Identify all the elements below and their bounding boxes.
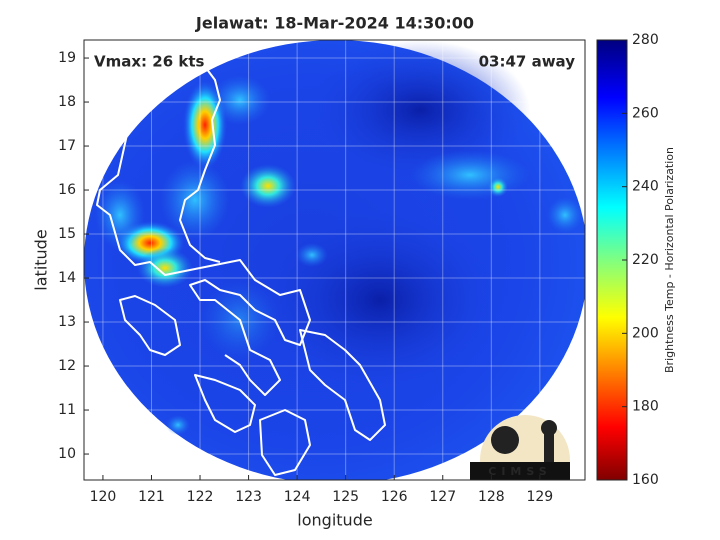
x-tick-label: 120: [90, 489, 117, 505]
y-tick-label: 11: [58, 402, 76, 418]
satellite-image: [84, 40, 585, 480]
x-axis-label: longitude: [297, 511, 372, 530]
y-tick-label: 13: [58, 314, 76, 330]
x-tick-label: 122: [187, 489, 214, 505]
colorbar-tick-label: 180: [632, 399, 659, 415]
y-tick-label: 19: [58, 50, 76, 66]
colorbar-tick-label: 240: [632, 179, 659, 195]
y-tick-label: 18: [58, 94, 76, 110]
annotation: Vmax: 26 kts: [94, 53, 204, 71]
colorbar-tick-label: 160: [632, 472, 659, 488]
x-tick-label: 123: [235, 489, 262, 505]
colorbar-tick-label: 280: [632, 32, 659, 48]
colorbar-tick-label: 200: [632, 325, 659, 341]
y-tick-label: 16: [58, 182, 76, 198]
logo: CIMSS: [470, 415, 570, 480]
logo-text: CIMSS: [488, 465, 551, 478]
x-tick-label: 129: [526, 489, 553, 505]
y-tick-label: 14: [58, 270, 76, 286]
y-tick-label: 12: [58, 358, 76, 374]
y-axis-label: latitude: [32, 229, 51, 290]
x-tick-label: 127: [429, 489, 456, 505]
colorbar-tick-label: 260: [632, 105, 659, 121]
x-tick-label: 125: [332, 489, 359, 505]
y-tick-label: 17: [58, 138, 76, 154]
y-tick-label: 10: [58, 446, 76, 462]
colorbar-tick-label: 220: [632, 252, 659, 268]
x-tick-label: 128: [478, 489, 505, 505]
colorbar-label: Brightness Temp - Horizontal Polarizatio…: [663, 147, 676, 373]
y-tick-label: 15: [58, 226, 76, 242]
chart-title: Jelawat: 18-Mar-2024 14:30:00: [195, 14, 474, 33]
annotation: 03:47 away: [479, 53, 576, 71]
x-tick-label: 124: [284, 489, 311, 505]
plot-frame: [83, 39, 586, 481]
x-tick-label: 126: [381, 489, 408, 505]
x-tick-label: 121: [138, 489, 165, 505]
